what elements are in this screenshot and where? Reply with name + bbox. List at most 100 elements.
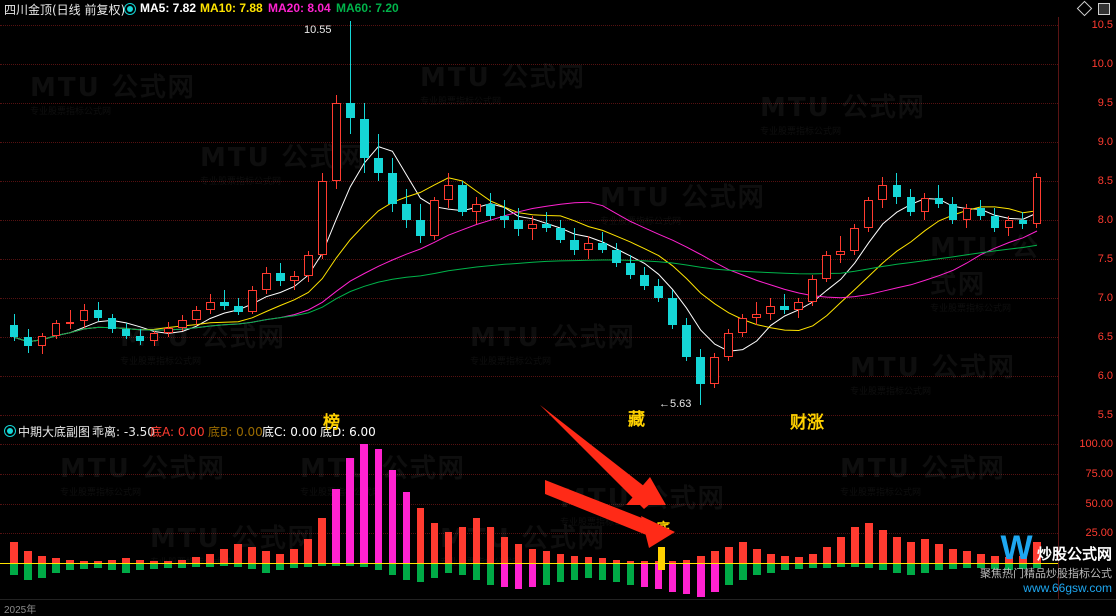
- watermark-bang: 榜: [323, 413, 340, 433]
- candle-body: [598, 243, 607, 250]
- indicator-bar-negative: [921, 563, 929, 573]
- axis-tick: 50.00: [1085, 497, 1113, 510]
- indicator-bar-negative: [1005, 563, 1013, 571]
- indicator-bar-negative: [346, 563, 355, 566]
- indicator-bar-negative: [192, 563, 201, 567]
- indicator-bar: [612, 559, 621, 564]
- price-pane: MTU 公式网 专业股票指标公式网 MTU 公式网 专业股票指标公式网 MTU 公式网专…: [0, 17, 1116, 423]
- candle-body: [37, 335, 47, 347]
- indicator-b: 底B: 0.00: [208, 425, 263, 439]
- indicator-bar: [921, 539, 929, 564]
- gridline: [0, 298, 1058, 300]
- gridline: [0, 337, 1058, 339]
- candle-body: [948, 204, 958, 220]
- indicator-bar-negative: [556, 563, 565, 583]
- candle-body: [233, 305, 243, 313]
- indicator-bar-negative: [822, 563, 831, 568]
- candle-body: [752, 313, 762, 318]
- indicator-bar-negative: [780, 563, 789, 571]
- indicator-bar-negative: [220, 563, 229, 566]
- indicator-bar-negative: [696, 563, 705, 597]
- indicator-bar-negative: [738, 563, 747, 580]
- indicator-bar-negative: [612, 563, 621, 583]
- candle-body: [388, 173, 397, 205]
- candle-body: [808, 278, 818, 302]
- gridline: [0, 503, 1058, 505]
- price-plot[interactable]: MTU 公式网 专业股票指标公式网 MTU 公式网 专业股票指标公式网 MTU 公式网专…: [0, 17, 1058, 423]
- candle-body: [163, 327, 173, 334]
- indicator-bar-negative: [500, 563, 509, 588]
- indicator-bar-negative: [122, 563, 130, 573]
- indicator-bar: [136, 559, 144, 564]
- indicator-bar-negative: [304, 563, 313, 567]
- indicator-bar: [963, 551, 971, 564]
- diamond-icon[interactable]: [1076, 0, 1093, 17]
- indicator-bar: [822, 546, 831, 564]
- indicator-bar: [626, 560, 635, 564]
- candle-body: [668, 298, 677, 326]
- zero-line: [0, 563, 1058, 565]
- candle-body: [892, 184, 902, 197]
- indicator-bar-negative: [402, 563, 411, 580]
- gridline: [0, 24, 1058, 26]
- brand-logo-letter: W: [1000, 529, 1033, 567]
- candle-body: [654, 286, 663, 299]
- gridline: [0, 376, 1058, 378]
- indicator-bar: [766, 553, 775, 564]
- restore-icon[interactable]: [1098, 3, 1110, 15]
- indicator-bar-negative: [276, 563, 285, 571]
- indicator-a: 底A: 0.00: [150, 425, 205, 439]
- record-dot-icon: [4, 425, 16, 437]
- candle-body: [289, 276, 299, 281]
- candle-body: [317, 180, 327, 256]
- candle-body: [247, 290, 257, 313]
- candle-body: [205, 301, 215, 310]
- indicator-bar-negative: [52, 563, 60, 573]
- indicator-bar: [10, 541, 18, 564]
- indicator-deviation: 乖离: -3.50: [92, 425, 155, 439]
- indicator-pane: 中期大底副图 乖离: -3.50 底A: 0.00 底B: 0.00 底C: 0…: [0, 423, 1116, 599]
- indicator-name: 中期大底副图: [18, 425, 91, 439]
- gridline: [0, 259, 1058, 261]
- indicator-bar-negative: [654, 563, 663, 590]
- candle-body: [976, 208, 986, 217]
- candle-body: [374, 157, 383, 174]
- indicator-bar-negative: [360, 563, 369, 567]
- indicator-plot[interactable]: MTU 公式网 专业股票指标公式网 MTU 公式网 专业股票指标公式网 MTU 公式网专…: [0, 438, 1058, 599]
- indicator-bar-negative: [963, 563, 971, 568]
- record-dot-icon: [124, 3, 136, 15]
- indicator-bar: [738, 541, 747, 564]
- candle-body: [696, 356, 705, 384]
- indicator-bar-negative: [430, 563, 439, 578]
- candle-body: [486, 204, 495, 217]
- indicator-bar: [584, 557, 593, 564]
- candle-body: [1004, 220, 1014, 228]
- indicator-bar-negative: [766, 563, 775, 573]
- indicator-bar-negative: [892, 563, 901, 573]
- indicator-bar-negative: [864, 563, 873, 568]
- indicator-bar: [500, 536, 509, 564]
- candle-body: [65, 321, 75, 324]
- indicator-header: 中期大底副图 乖离: -3.50 底A: 0.00 底B: 0.00 底C: 0…: [0, 423, 1116, 439]
- gridline: [0, 141, 1058, 143]
- indicator-bar-negative: [10, 563, 18, 576]
- candle-body: [500, 216, 509, 220]
- indicator-bar-negative: [416, 563, 425, 583]
- ma60-label: MA60: 7.20: [336, 1, 399, 15]
- indicator-bar-negative: [206, 563, 215, 567]
- indicator-bar: [977, 553, 985, 564]
- gridline: [0, 473, 1058, 475]
- candle-body: [331, 102, 341, 181]
- indicator-bar: [486, 527, 495, 564]
- ma10-label: MA10: 7.88: [200, 1, 263, 15]
- indicator-bar-negative: [878, 563, 887, 571]
- candle-body: [121, 329, 131, 336]
- indicator-bar: [850, 527, 859, 564]
- indicator-bar-negative: [991, 563, 999, 570]
- indicator-bar-negative: [374, 563, 383, 571]
- indicator-bar: [710, 551, 719, 564]
- indicator-bar: [206, 553, 215, 564]
- indicator-bar: [949, 548, 957, 564]
- axis-tick: 75.00: [1085, 467, 1113, 480]
- candle-body: [360, 118, 369, 158]
